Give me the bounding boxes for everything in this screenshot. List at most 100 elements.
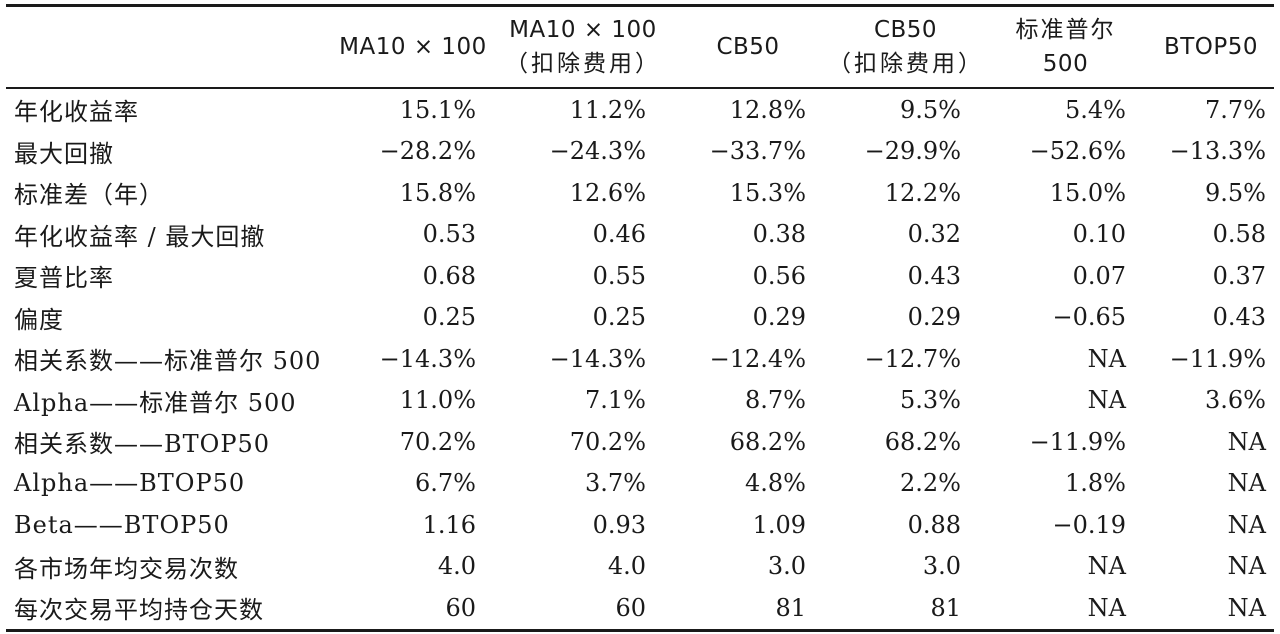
table-cell: −52.6% [1029,137,1126,166]
table-cell: 60 [445,593,476,622]
table-body: 年化收益率 15.1% 11.2% 12.8% 9.5% 5.4% 7.7% 最大回撤 −28.… [6,88,1274,630]
table-cell: −28.2% [379,137,476,166]
table-row: 各市场年均交易次数 4.0 4.0 3.0 3.0 NA NA [6,546,1274,588]
table-cell: 6.7% [415,469,476,498]
header-cb50-net-subtitle: （扣除费用） [828,51,984,77]
table-cell: −33.7% [709,137,806,166]
row-label: 偏度 [14,305,64,334]
header-sp500-subtitle: 500 [1042,51,1089,77]
table-cell: −13.3% [1169,137,1266,166]
table-cell: 15.8% [399,178,476,207]
table-row: 年化收益率 15.1% 11.2% 12.8% 9.5% 5.4% 7.7% [6,88,1274,131]
table-cell: 1.8% [1065,469,1126,498]
header-cell-sp500: 标准普尔 500 [983,6,1148,89]
header-cell-cb50: CB50 [668,6,828,89]
table-cell: NA [1087,593,1126,622]
table-row: 相关系数——标准普尔 500 −14.3% −14.3% −12.4% −12.7% NA… [6,338,1274,380]
row-label: 最大回撤 [14,139,114,168]
table-cell: 0.56 [752,261,806,290]
table-cell: 4.8% [745,469,806,498]
table-cell: NA [1087,386,1126,415]
table-cell: 0.29 [907,303,961,332]
header-cell-ma10x100-net: MA10 × 100 （扣除费用） [498,6,668,89]
table-cell: 1.16 [422,510,476,539]
row-label: 各市场年均交易次数 [14,554,239,583]
performance-table-container: MA10 × 100 MA10 × 100 （扣除费用） CB50 CB50 （… [6,4,1274,632]
table-cell: 68.2% [884,427,961,456]
table-cell: 12.2% [884,178,961,207]
header-cell-cb50-net: CB50 （扣除费用） [828,6,983,89]
header-sp500-title: 标准普尔 [1015,17,1116,43]
table-cell: 9.5% [1205,178,1266,207]
table-row: 年化收益率 / 最大回撤 0.53 0.46 0.38 0.32 0.10 0.58 [6,214,1274,256]
header-cb50-title: CB50 [716,34,780,60]
table-cell: 0.32 [907,220,961,249]
header-ma10x100-net-title: MA10 × 100 [509,17,657,43]
table-row: 标准差（年） 15.8% 12.6% 15.3% 12.2% 15.0% 9.5% [6,172,1274,214]
table-cell: 0.25 [422,303,476,332]
table-cell: 70.2% [569,427,646,456]
table-cell: −29.9% [864,137,961,166]
row-label: 每次交易平均持仓天数 [14,596,264,625]
table-cell: 0.93 [592,510,646,539]
table-row: Alpha——标准普尔 500 11.0% 7.1% 8.7% 5.3% NA 3.6% [6,380,1274,422]
table-cell: 5.3% [900,386,961,415]
table-cell: 8.7% [745,386,806,415]
table-cell: 68.2% [729,427,806,456]
table-cell: 12.8% [729,95,806,124]
row-label: Alpha——BTOP50 [14,469,246,498]
table-cell: 0.88 [907,510,961,539]
table-row: 偏度 0.25 0.25 0.29 0.29 −0.65 0.43 [6,297,1274,339]
performance-comparison-table: MA10 × 100 MA10 × 100 （扣除费用） CB50 CB50 （… [6,4,1274,632]
table-cell: −14.3% [549,344,646,373]
table-cell: 1.09 [752,510,806,539]
table-cell: 15.1% [399,95,476,124]
table-cell: 3.0 [767,552,806,581]
row-label: 年化收益率 / 最大回撤 [14,222,266,251]
header-ma10x100-net-subtitle: （扣除费用） [505,51,661,77]
table-cell: 7.7% [1205,95,1266,124]
table-cell: 60 [615,593,646,622]
table-cell: 0.55 [592,261,646,290]
table-cell: 0.10 [1072,220,1126,249]
row-label: 夏普比率 [14,264,114,293]
table-cell: 0.43 [1212,303,1266,332]
table-cell: NA [1227,427,1266,456]
table-cell: 0.53 [422,220,476,249]
table-cell: 81 [930,593,961,622]
table-row: 最大回撤 −28.2% −24.3% −33.7% −29.9% −52.6% −13.3% [6,131,1274,173]
table-cell: −0.65 [1052,303,1126,332]
table-cell: NA [1087,552,1126,581]
table-cell: −0.19 [1052,510,1126,539]
table-cell: 0.38 [752,220,806,249]
table-cell: 0.68 [422,261,476,290]
row-label: 标准差（年） [14,181,164,210]
table-header: MA10 × 100 MA10 × 100 （扣除费用） CB50 CB50 （… [6,5,1274,89]
header-cell-btop50: BTOP50 [1148,6,1274,89]
table-cell: −11.9% [1169,344,1266,373]
table-cell: 70.2% [399,427,476,456]
row-label: 相关系数——BTOP50 [14,430,271,459]
table-cell: NA [1227,469,1266,498]
table-cell: −12.7% [864,344,961,373]
table-row: 相关系数——BTOP50 70.2% 70.2% 68.2% 68.2% −11.9% NA [6,421,1274,463]
table-cell: 4.0 [437,552,476,581]
table-cell: NA [1087,344,1126,373]
table-cell: 12.6% [569,178,646,207]
table-cell: 0.25 [592,303,646,332]
header-ma10x100-title: MA10 × 100 [339,34,487,60]
table-cell: 0.46 [592,220,646,249]
table-cell: 0.07 [1072,261,1126,290]
table-cell: 0.29 [752,303,806,332]
table-cell: 15.3% [729,178,806,207]
table-cell: 2.2% [900,469,961,498]
table-cell: 81 [775,593,806,622]
header-cb50-net-title: CB50 [873,17,938,43]
row-label: Alpha——标准普尔 500 [14,388,297,417]
table-cell: −14.3% [379,344,476,373]
table-cell: 5.4% [1065,95,1126,124]
table-cell: 0.43 [907,261,961,290]
row-label: 相关系数——标准普尔 500 [14,347,322,376]
table-cell: NA [1227,593,1266,622]
table-cell: 11.2% [569,95,646,124]
